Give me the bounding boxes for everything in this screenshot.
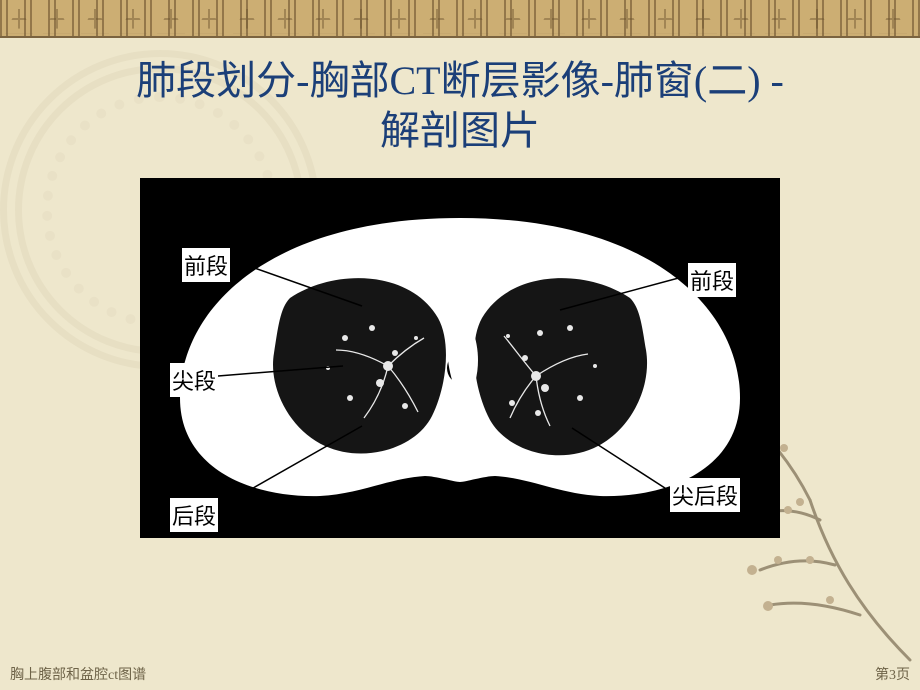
label-apexpost-right: 尖后段 [670,478,740,512]
slide-title: 肺段划分-胸部CT断层影像-肺窗(二) - 解剖图片 [0,38,920,166]
label-post-left: 后段 [170,498,218,532]
ct-figure: 前段 尖段 后段 前段 尖后段 [140,178,780,538]
footer-left: 胸上腹部和盆腔ct图谱 [10,664,146,684]
footer: 胸上腹部和盆腔ct图谱 第3页 [10,664,910,684]
label-front-right: 前段 [688,263,736,297]
ornamental-top-triangles [0,0,920,38]
label-apex-left: 尖段 [170,363,218,397]
title-line-2: 解剖图片 [30,106,890,156]
title-line-1: 肺段划分-胸部CT断层影像-肺窗(二) - [30,56,890,106]
label-front-left: 前段 [182,248,230,282]
footer-right: 第3页 [875,664,910,684]
